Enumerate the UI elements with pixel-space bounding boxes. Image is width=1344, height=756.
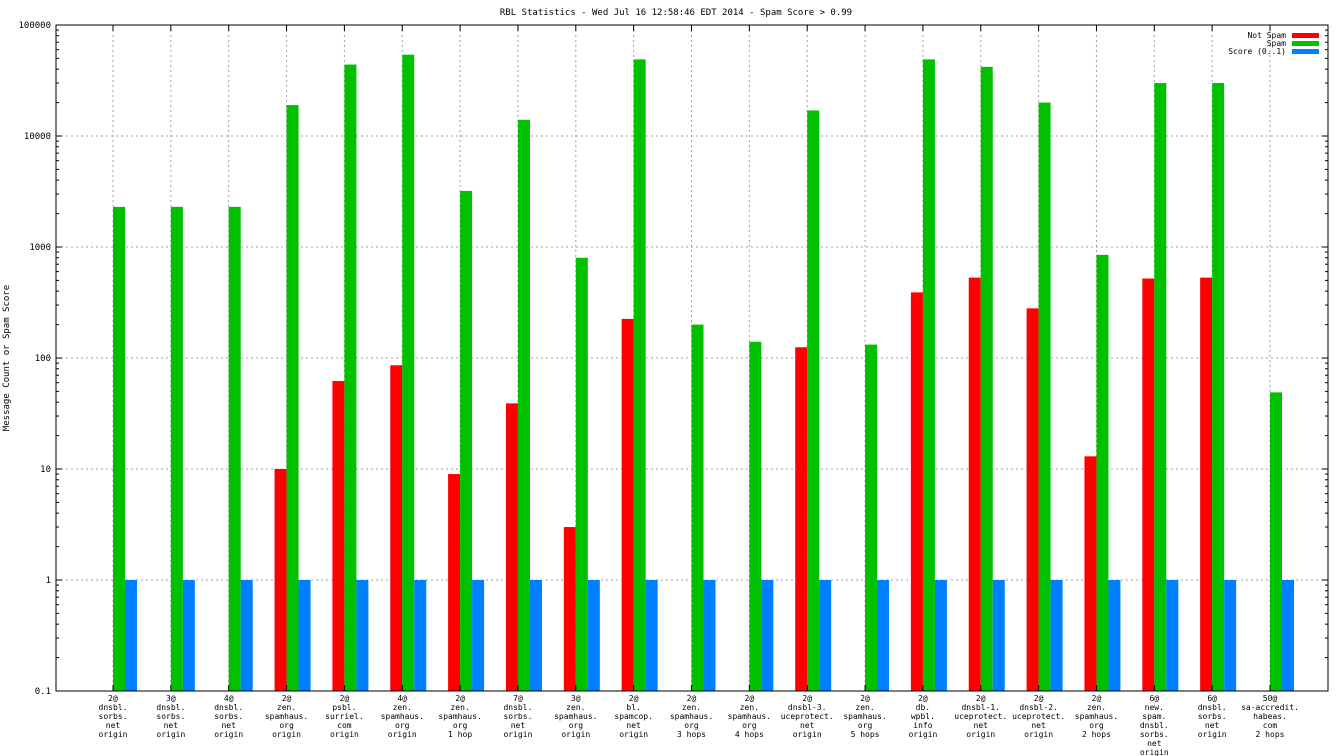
bar-score-0-1 [587, 580, 600, 691]
bar-spam [1154, 83, 1167, 691]
bar-spam [460, 190, 473, 692]
bar-score-0-1 [529, 580, 542, 691]
x-tick-label: 2@ bl. spamcop. net origin [614, 694, 653, 739]
bar-score-0-1 [472, 580, 485, 691]
bar-score-0-1 [992, 580, 1005, 691]
bar-not-spam [621, 318, 634, 691]
x-tick-label: 2@ zen. spamhaus. org 5 hops [843, 694, 886, 739]
x-tick-label: 4@ zen. spamhaus. org origin [381, 694, 424, 739]
bar-not-spam [1084, 456, 1097, 691]
x-tick-label: 4@ dnsbl. sorbs. net origin [214, 694, 243, 739]
bar-not-spam [910, 292, 923, 691]
bar-not-spam [1026, 308, 1039, 691]
bar-not-spam [795, 347, 808, 691]
bar-spam [980, 66, 993, 691]
bar-spam [170, 206, 183, 691]
legend-swatch [1292, 49, 1319, 54]
plot-frame [55, 24, 1329, 692]
bar-not-spam [274, 469, 287, 691]
bar-not-spam [448, 474, 461, 691]
bar-score-0-1 [645, 580, 658, 691]
bar-score-0-1 [182, 580, 195, 691]
bar-spam [402, 54, 415, 692]
bar-spam [807, 110, 820, 691]
bar-spam [113, 206, 125, 691]
legend-swatch [1292, 33, 1319, 38]
bar-score-0-1 [934, 580, 947, 691]
x-tick-label: 7@ dnsbl. sorbs. net origin [503, 694, 532, 739]
x-tick-labels: 2@ dnsbl. sorbs. net origin 3@ dnsbl. sorbs. net… [99, 694, 1299, 756]
bar-score-0-1 [125, 580, 137, 691]
bar-score-0-1 [703, 580, 716, 691]
chart-title: RBL Statistics - Wed Jul 16 12:58:46 EDT… [500, 8, 852, 18]
x-tick-label: 50@ sa-accredit. habeas. com 2 hops [1241, 694, 1299, 739]
x-tick-label: 2@ db. wpbl. info origin [908, 694, 937, 739]
bar-score-0-1 [1166, 580, 1179, 691]
bar-spam [286, 105, 299, 691]
bar-not-spam [563, 527, 576, 691]
x-tick-label: 6@ dnsbl. sorbs. net origin [1198, 694, 1227, 739]
bar-score-0-1 [819, 580, 832, 691]
y-tick-label: 1000 [29, 243, 51, 253]
x-tick-label: 6@ new. spam. dnsbl. sorbs. net origin [1140, 694, 1169, 756]
bar-score-0-1 [877, 580, 890, 691]
bar-score-0-1 [240, 580, 253, 691]
x-tick-label: 2@ zen. spamhaus. org origin [265, 694, 308, 739]
bar-not-spam [390, 365, 403, 691]
bar-not-spam [968, 277, 981, 691]
bar-not-spam [505, 403, 518, 691]
x-tick-label: 2@ zen. spamhaus. org 4 hops [728, 694, 771, 739]
bar-score-0-1 [414, 580, 427, 691]
bar-score-0-1 [298, 580, 311, 691]
bar-spam [1270, 392, 1282, 691]
bar-spam [575, 257, 588, 691]
bar-spam [865, 344, 878, 691]
y-tick-label: 0.1 [35, 687, 51, 697]
bar-spam [344, 64, 357, 691]
x-tick-label: 2@ dnsbl-1. uceprotect. net origin [954, 694, 1007, 739]
bar-spam [228, 206, 241, 691]
bar-spam [1212, 83, 1225, 691]
x-tick-label: 2@ dnsbl-2. uceprotect. net origin [1012, 694, 1065, 739]
bar-not-spam [1142, 278, 1155, 691]
bar-score-0-1 [1050, 580, 1063, 691]
x-tick-label: 3@ dnsbl. sorbs. net origin [156, 694, 185, 739]
bar-score-0-1 [761, 580, 774, 691]
y-tick-label: 10 [40, 465, 51, 475]
x-tick-label: 2@ psbl. surriel. com origin [325, 694, 364, 739]
bar-spam [633, 59, 646, 691]
bars [113, 54, 1294, 692]
legend-label: Spam [1267, 39, 1286, 48]
y-tick-label: 10000 [24, 132, 51, 142]
legend-label: Score (0..1) [1228, 47, 1286, 56]
bar-score-0-1 [1224, 580, 1237, 691]
x-tick-label: 2@ zen. spamhaus. org 2 hops [1075, 694, 1118, 739]
bar-score-0-1 [1282, 580, 1294, 691]
x-tick-label: 3@ zen. spamhaus. org origin [554, 694, 597, 739]
bar-spam [922, 59, 935, 691]
x-tick-label: 2@ dnsbl. sorbs. net origin [99, 694, 128, 739]
x-tick-label: 2@ dnsbl-3. uceprotect. net origin [781, 694, 834, 739]
y-tick-label: 100000 [18, 21, 51, 31]
y-tick-label: 1 [46, 576, 51, 586]
y-axis-label: Message Count or Spam Score [2, 285, 12, 431]
y-tick-label: 100 [35, 354, 51, 364]
bar-spam [517, 119, 530, 691]
bar-not-spam [1200, 277, 1213, 691]
bar-score-0-1 [356, 580, 369, 691]
legend-label: Not Spam [1247, 31, 1286, 40]
bar-spam [1038, 102, 1051, 691]
bar-spam [749, 341, 762, 691]
bar-score-0-1 [1108, 580, 1121, 691]
x-tick-label: 2@ zen. spamhaus. org 3 hops [670, 694, 713, 739]
bar-spam [1096, 254, 1109, 691]
legend-swatch [1292, 41, 1319, 46]
plot-border [55, 24, 1329, 692]
x-tick-label: 2@ zen. spamhaus. org 1 hop [438, 694, 481, 739]
bar-not-spam [332, 381, 345, 691]
y-tick-labels: 0.1 1 10 100 1000 10000 100000 [18, 21, 51, 697]
bar-spam [691, 324, 704, 691]
